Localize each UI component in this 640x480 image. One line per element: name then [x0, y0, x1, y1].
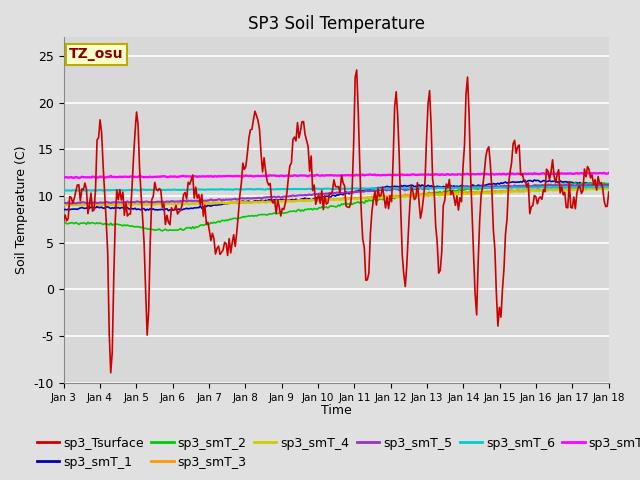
Text: TZ_osu: TZ_osu [69, 47, 124, 61]
Legend: sp3_Tsurface, sp3_smT_1, sp3_smT_2, sp3_smT_3, sp3_smT_4, sp3_smT_5, sp3_smT_6, : sp3_Tsurface, sp3_smT_1, sp3_smT_2, sp3_… [32, 432, 640, 474]
Title: SP3 Soil Temperature: SP3 Soil Temperature [248, 15, 425, 33]
X-axis label: Time: Time [321, 404, 351, 417]
Y-axis label: Soil Temperature (C): Soil Temperature (C) [15, 146, 28, 275]
